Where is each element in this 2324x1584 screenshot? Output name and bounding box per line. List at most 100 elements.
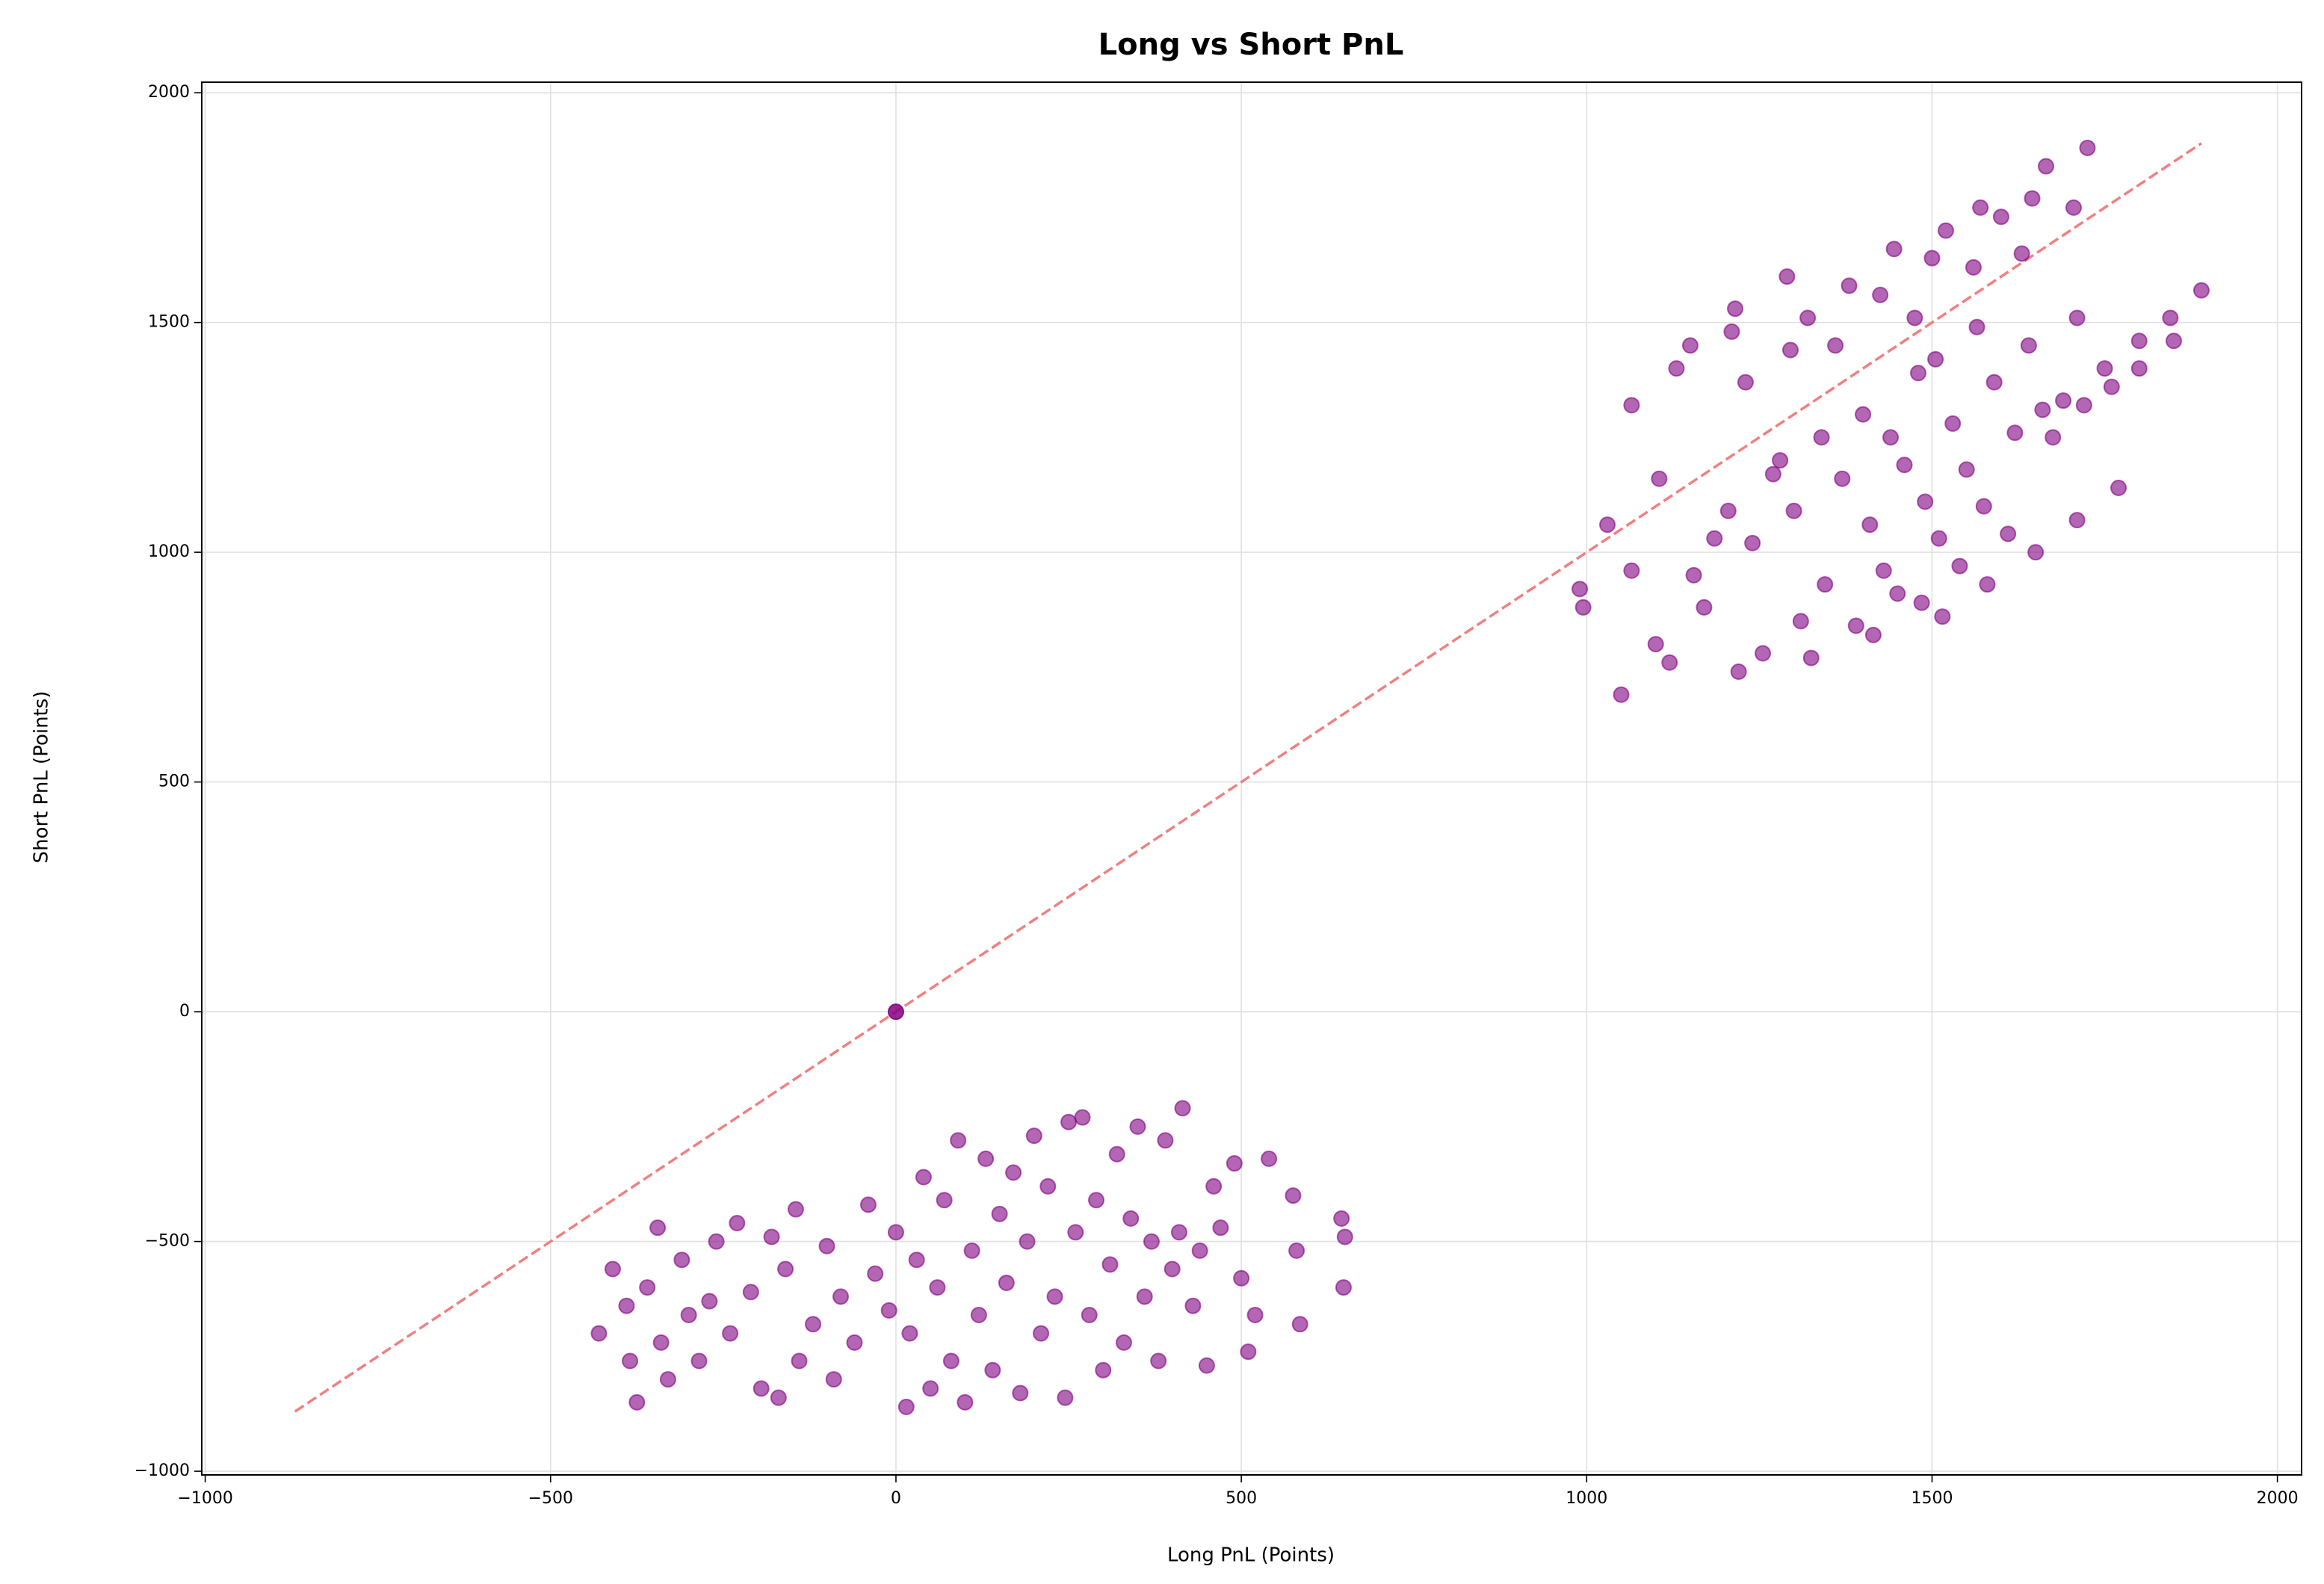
y-tick-label: −500	[145, 1232, 190, 1251]
scatter-point	[1651, 470, 1668, 487]
scatter-point	[659, 1371, 676, 1388]
x-tick-label: 1000	[1566, 1489, 1607, 1508]
scatter-point	[1781, 341, 1799, 359]
scatter-point	[1906, 309, 1923, 327]
scatter-point	[1958, 461, 1975, 478]
scatter-point	[977, 1150, 995, 1167]
scatter-point	[1046, 1288, 1063, 1305]
x-tick-label: 0	[891, 1489, 901, 1508]
scatter-point	[1574, 598, 1592, 616]
scatter-point	[2068, 512, 2086, 529]
scatter-point	[846, 1334, 863, 1351]
scatter-point	[628, 1393, 646, 1411]
scatter-point	[1882, 429, 1900, 446]
scatter-point	[1157, 1132, 1174, 1149]
reference-line	[294, 142, 2202, 1413]
scatter-point	[1074, 1109, 1091, 1126]
scatter-point	[1737, 374, 1754, 391]
scatter-point	[1288, 1242, 1305, 1259]
scatter-point	[1985, 374, 2003, 391]
scatter-point	[2027, 544, 2045, 561]
scatter-point	[2000, 525, 2017, 542]
scatter-point	[1060, 1113, 1078, 1130]
scatter-point	[1033, 1325, 1050, 1342]
scatter-point	[752, 1380, 770, 1397]
scatter-point	[2192, 282, 2210, 299]
scatter-point	[1730, 663, 1747, 681]
y-tick-label: 1500	[148, 313, 190, 332]
scatter-point	[1975, 498, 1992, 515]
x-tick-label: −1000	[177, 1489, 232, 1508]
scatter-point	[2024, 190, 2041, 207]
scatter-point	[991, 1205, 1008, 1222]
scatter-point	[897, 1398, 915, 1415]
scatter-point	[1785, 502, 1802, 519]
scatter-point	[1668, 360, 1685, 377]
scatter-point	[2020, 337, 2037, 354]
scatter-point	[1647, 636, 1664, 653]
scatter-point	[1039, 1178, 1057, 1195]
scatter-point	[1012, 1385, 1029, 1402]
scatter-point	[1226, 1155, 1243, 1172]
scatter-point	[1847, 617, 1864, 634]
scatter-point	[1875, 562, 1892, 579]
scatter-point	[825, 1371, 842, 1388]
scatter-point	[2055, 392, 2072, 409]
scatter-point	[1095, 1361, 1112, 1379]
scatter-point	[1972, 199, 1989, 216]
scatter-point	[1864, 626, 1882, 643]
y-tick-label: 500	[158, 773, 190, 791]
scatter-point	[1088, 1192, 1105, 1209]
scatter-point	[1623, 562, 1640, 579]
scatter-point	[1813, 429, 1830, 446]
scatter-point	[770, 1389, 787, 1406]
scatter-point	[2096, 360, 2113, 377]
scatter-point	[1005, 1164, 1022, 1181]
scatter-point	[1968, 318, 1985, 335]
scatter-point	[1719, 502, 1737, 519]
scatter-point	[701, 1293, 718, 1310]
scatter-point	[1613, 686, 1630, 703]
y-tick-label: 0	[179, 1002, 190, 1021]
scatter-point	[1772, 452, 1789, 469]
scatter-point	[1681, 337, 1699, 354]
scatter-point	[1744, 534, 1761, 551]
scatter-point	[2079, 139, 2096, 156]
y-tick-label: 1000	[148, 542, 190, 561]
scatter-point	[777, 1260, 794, 1278]
scatter-point	[1934, 608, 1951, 625]
scatter-point	[618, 1297, 635, 1314]
scatter-point	[1951, 557, 1968, 575]
y-tick-label: 2000	[148, 83, 190, 102]
scatter-point	[2130, 332, 2148, 350]
scatter-point	[690, 1352, 708, 1370]
scatter-point	[1081, 1306, 1098, 1323]
scatter-point	[1696, 598, 1713, 616]
plot-frame	[201, 81, 2302, 1476]
scatter-point	[1778, 268, 1796, 285]
scatter-point	[908, 1252, 925, 1269]
scatter-point	[1685, 566, 1702, 584]
scatter-point	[2075, 397, 2092, 414]
scatter-point	[2065, 199, 2082, 216]
scatter-point	[1992, 208, 2009, 226]
scatter-point	[998, 1274, 1015, 1291]
y-axis-label: Short PnL (Points)	[31, 691, 53, 864]
scatter-point	[1896, 457, 1913, 474]
scatter-point	[936, 1192, 953, 1209]
scatter-point	[1889, 585, 1906, 602]
scatter-point	[729, 1214, 746, 1231]
scatter-point	[880, 1302, 897, 1319]
scatter-point	[604, 1260, 621, 1278]
scatter-point	[1792, 613, 1809, 630]
scatter-point	[622, 1352, 639, 1370]
scatter-point	[901, 1325, 918, 1342]
scatter-point	[832, 1288, 850, 1305]
scatter-point	[915, 1169, 932, 1186]
scatter-point	[957, 1393, 974, 1411]
scatter-point	[787, 1201, 804, 1218]
chart-title: Long vs Short PnL	[1098, 28, 1404, 62]
scatter-point	[2034, 401, 2051, 418]
scatter-point	[1727, 300, 1744, 318]
